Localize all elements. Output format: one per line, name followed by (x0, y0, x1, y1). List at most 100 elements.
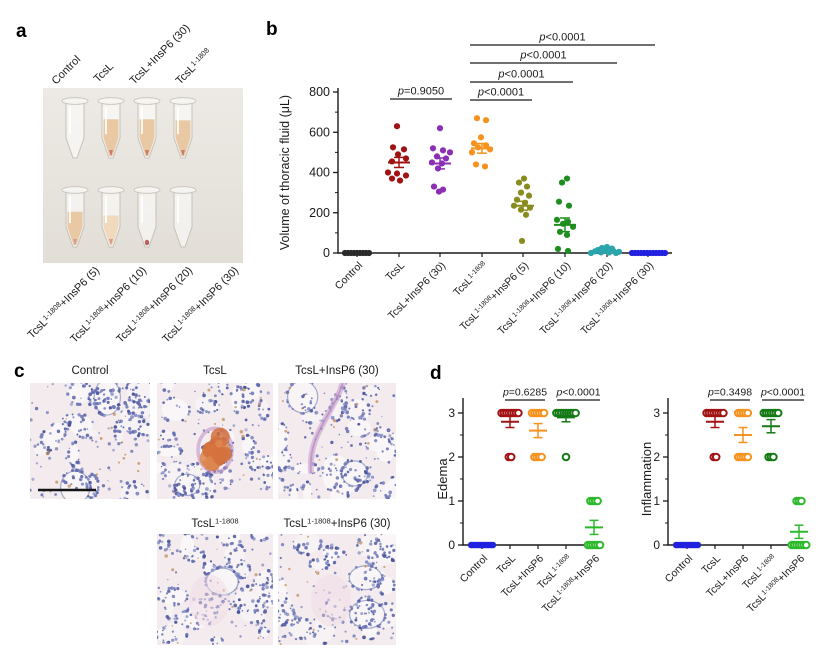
data-point (436, 125, 444, 132)
data-point (489, 541, 497, 549)
data-point (402, 155, 410, 162)
series-5-points (583, 496, 605, 550)
data-point (518, 237, 526, 245)
y-tick-label: 800 (309, 85, 330, 99)
x-category-label: Control (333, 260, 365, 292)
panel-c-letter: c (14, 361, 25, 382)
series-3-points (733, 408, 753, 462)
data-point (537, 452, 546, 462)
series-3-points (428, 125, 454, 195)
x-category-label: TcsL1-1808+InsP6 (20) (538, 260, 616, 338)
data-point (564, 218, 572, 225)
x-category-label: Control (458, 553, 490, 585)
y-tick-label: 0 (448, 538, 455, 552)
data-point (801, 540, 811, 550)
tube-label-top: Control (50, 54, 84, 88)
histology-label: TcsL+InsP6 (30) (295, 365, 379, 377)
histology-label: TcsL1-1808 (191, 517, 238, 530)
p-value-label: p<0.0001 (497, 69, 544, 81)
y-tick-label: 3 (653, 406, 660, 420)
data-point (428, 159, 436, 166)
p-value-label: p<0.0001 (477, 87, 524, 99)
data-point (396, 177, 404, 184)
data-point (389, 144, 397, 151)
series-1-points (672, 541, 702, 549)
tube (61, 97, 89, 159)
x-category-label: TcsL (383, 260, 407, 284)
y-tick-label: 2 (448, 450, 455, 464)
mean-sem-bar (512, 200, 534, 211)
series-5-points (787, 496, 811, 550)
data-point (525, 192, 533, 199)
mean-sem-bar (501, 415, 519, 429)
mean-sem-bar (734, 426, 752, 444)
mean-sem-bar (471, 142, 493, 154)
data-point (743, 408, 753, 418)
data-point (553, 216, 561, 223)
y-tick-label: 0 (653, 538, 660, 552)
histology-label: Control (71, 365, 108, 377)
tube (97, 97, 125, 159)
series-2-points (702, 408, 728, 462)
histology-label: TcsL1-1808+InsP6 (30) (283, 517, 390, 530)
mean-sem-bar (762, 418, 780, 434)
series-6-points (553, 175, 577, 255)
series-1-points (467, 541, 497, 549)
data-point (563, 231, 571, 238)
tube-label-bottom: TcsL1-1808+InsP6 (10) (67, 264, 149, 346)
mean-sem-bar (790, 524, 808, 540)
data-point (384, 169, 392, 176)
mean-sem-bar (554, 217, 576, 233)
p-value-label: p=0.3498 (707, 387, 752, 399)
x-category-label: TcsL1-1808 (451, 260, 490, 299)
data-point (388, 175, 396, 182)
mean-sem-bar (585, 519, 603, 536)
data-point (514, 408, 523, 418)
data-point (520, 175, 528, 182)
data-point (769, 452, 778, 462)
data-point (515, 179, 523, 186)
tube (97, 186, 125, 248)
x-category-label: TcsL1-1808+InsP6 (5) (458, 260, 531, 333)
data-point (400, 146, 408, 153)
y-tick-label: 2 (653, 450, 660, 464)
x-category-label: TcsL1-1808+InsP6 (30) (579, 260, 657, 338)
data-point (365, 249, 373, 257)
mean-sem-bar (557, 412, 575, 423)
data-point (481, 163, 489, 170)
data-point (719, 408, 728, 418)
tube-label-bottom: TcsL1-1808+InsP6 (20) (113, 264, 195, 346)
data-point (506, 452, 516, 462)
data-point (561, 452, 571, 462)
data-point (711, 452, 721, 462)
data-point (470, 140, 478, 147)
data-point (539, 408, 549, 418)
data-point (571, 408, 580, 418)
series-4-points (468, 115, 494, 170)
panel-c-histology: Control TcsL TcsL+InsP6 (30) TcsL1-1808 TcsL… (30, 365, 396, 645)
data-point (597, 249, 605, 256)
tube-label-top: TcsL1-1808 (173, 46, 214, 87)
data-point (605, 249, 613, 256)
data-point (773, 408, 783, 418)
panel-b-letter: b (266, 19, 278, 40)
data-point (743, 452, 753, 462)
data-point (477, 134, 485, 141)
data-point (439, 147, 447, 154)
panel-a-tube-photo: Control TcsL TcsL+InsP6 (30)TcsL1-1808TcsL… (26, 22, 243, 346)
data-point (595, 540, 605, 550)
series-4-points (759, 408, 783, 462)
data-point (797, 496, 806, 506)
series-7-points (587, 243, 623, 257)
mean-sem-bar (706, 415, 724, 429)
data-point (486, 146, 494, 153)
p-value-label: p<0.0001 (760, 387, 805, 399)
data-point (472, 161, 480, 168)
data-point (430, 183, 438, 190)
mean-sem-bar (388, 156, 410, 169)
data-point (612, 249, 620, 257)
p-value-label: p=0.6285 (502, 387, 547, 399)
x-category-label: TcsL (494, 553, 518, 577)
data-point (473, 115, 481, 122)
